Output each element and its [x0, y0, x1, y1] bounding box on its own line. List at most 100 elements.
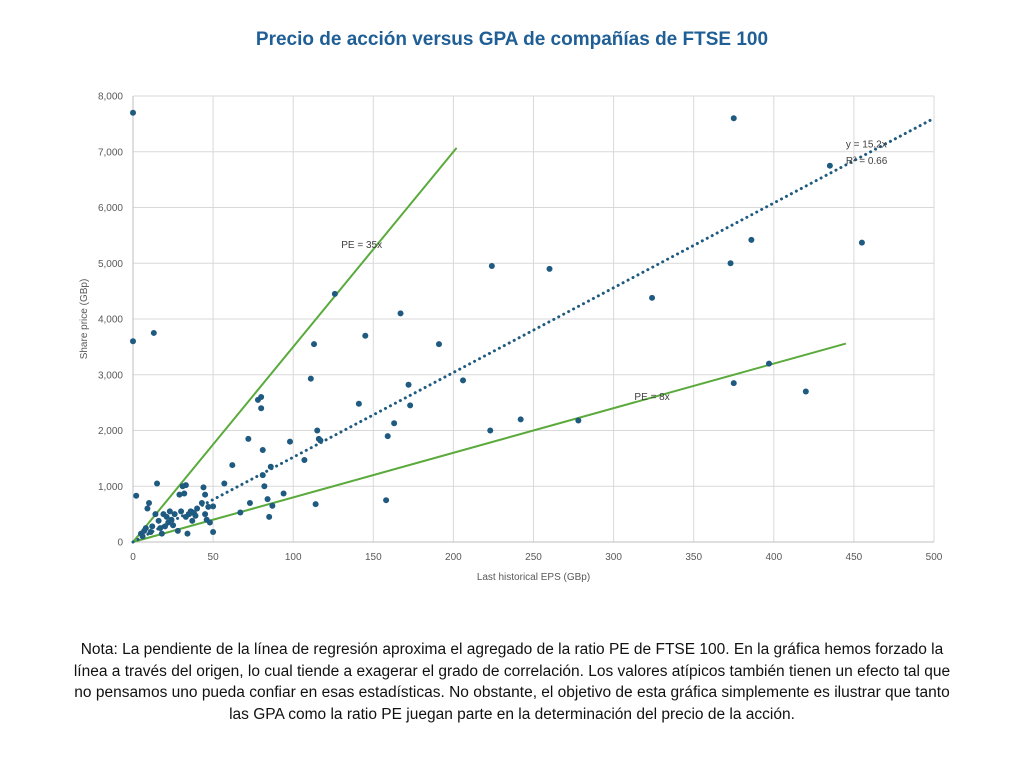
x-tick-label: 250	[525, 552, 542, 563]
y-tick-label: 0	[117, 538, 123, 549]
data-point	[154, 480, 161, 487]
data-point	[405, 381, 412, 388]
data-point	[168, 516, 175, 523]
x-tick-label: 150	[365, 552, 382, 563]
data-point	[210, 503, 217, 510]
data-point	[200, 484, 207, 491]
data-point	[147, 528, 154, 535]
x-axis-title: Last historical EPS (GBp)	[477, 572, 590, 583]
data-point	[205, 503, 212, 510]
data-point	[189, 517, 196, 524]
data-point	[259, 472, 266, 479]
data-point	[184, 530, 191, 537]
y-tick-label: 4,000	[98, 315, 123, 326]
data-point	[246, 499, 253, 506]
gridlines	[133, 95, 935, 542]
data-point	[170, 522, 177, 529]
data-point	[649, 294, 656, 301]
data-point	[748, 236, 755, 243]
data-point	[730, 380, 737, 387]
data-point	[487, 427, 494, 434]
data-point	[210, 528, 217, 535]
pe-reference-line	[132, 147, 458, 543]
data-point	[826, 162, 833, 169]
data-point	[192, 512, 199, 519]
data-point	[362, 332, 369, 339]
data-point	[397, 310, 404, 317]
data-point	[157, 525, 164, 532]
data-point	[152, 511, 159, 518]
x-tick-label: 350	[685, 552, 702, 563]
regression-trendline	[131, 116, 936, 544]
chart-annotation: PE = 8x	[634, 392, 669, 403]
labels: PE = 35x PE = 8x y = 15.2x R² = 0.66	[341, 139, 887, 403]
data-point	[194, 505, 201, 512]
data-point	[802, 388, 809, 395]
chart-annotation: y = 15.2x	[846, 139, 887, 150]
data-point	[546, 265, 553, 272]
pe-reference-line	[132, 342, 847, 543]
chart-annotation: R² = 0.66	[846, 156, 888, 167]
axes: 0 50 100 150 200 250 300 350 400 450 500 0 1,000 2,00…	[79, 92, 943, 584]
data-point	[264, 496, 271, 503]
y-tick-label: 6,000	[98, 203, 123, 214]
data-point	[149, 523, 156, 530]
x-tick-label: 200	[445, 552, 462, 563]
data-point	[182, 482, 189, 489]
data-point	[198, 499, 205, 506]
data-point	[460, 377, 467, 384]
data-point	[181, 490, 188, 497]
data-point	[202, 491, 209, 498]
data-point	[301, 457, 308, 464]
data-point	[355, 400, 362, 407]
data-point	[202, 511, 209, 518]
data-point	[130, 109, 136, 116]
data-point	[176, 491, 183, 498]
data-point	[245, 435, 252, 442]
lines	[131, 116, 936, 544]
data-point	[258, 405, 265, 412]
data-point	[307, 375, 314, 382]
data-point	[267, 463, 274, 470]
data-point	[317, 437, 324, 444]
data-point	[163, 513, 170, 520]
y-tick-label: 5,000	[98, 259, 123, 270]
x-tick-label: 450	[846, 552, 863, 563]
data-point	[407, 402, 414, 409]
chart-annotation: PE = 35x	[341, 240, 382, 251]
data-point	[269, 502, 276, 509]
data-point	[221, 480, 228, 487]
y-axis-title: Share price (GBp)	[79, 279, 90, 360]
data-point	[384, 433, 391, 440]
x-tick-label: 300	[605, 552, 622, 563]
data-point	[139, 533, 146, 540]
data-point	[171, 511, 178, 518]
data-point	[178, 508, 185, 515]
data-point	[383, 497, 390, 504]
data-point	[229, 462, 236, 469]
page-title: Precio de acción versus GPA de compañías…	[255, 29, 769, 50]
data-point	[765, 360, 772, 367]
x-tick-label: 400	[765, 552, 782, 563]
data-point	[237, 509, 244, 516]
x-tick-label: 0	[130, 552, 136, 563]
data-point	[311, 341, 318, 348]
data-point	[280, 490, 287, 497]
data-point	[146, 499, 153, 506]
data-point	[142, 525, 149, 532]
data-point	[261, 483, 268, 490]
data-point	[130, 338, 136, 345]
data-point	[158, 530, 165, 537]
y-tick-label: 2,000	[98, 426, 123, 437]
data-point	[174, 527, 181, 534]
data-point	[575, 417, 582, 424]
y-tick-label: 7,000	[98, 147, 123, 158]
data-point	[312, 501, 319, 508]
footnote: Nota: La pendiente de la línea de regres…	[73, 641, 951, 723]
data-points	[130, 109, 865, 540]
data-point	[133, 492, 140, 499]
data-point	[206, 519, 213, 526]
y-tick-label: 8,000	[98, 92, 123, 103]
data-point	[730, 115, 737, 122]
data-point	[727, 260, 734, 267]
